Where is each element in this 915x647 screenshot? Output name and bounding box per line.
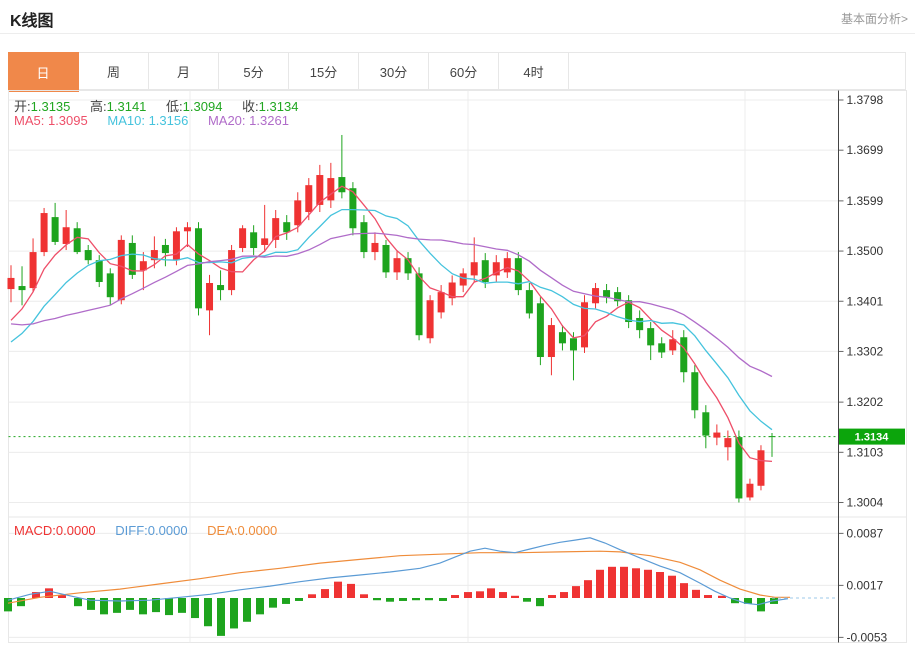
low-value: 1.3094: [182, 99, 223, 114]
close-value: 1.3134: [258, 99, 299, 114]
open-label: 开:: [14, 99, 31, 114]
period-tab-bar: 日 周 月 5分 15分 30分 60分 4时: [8, 52, 906, 92]
fundamental-analysis-link[interactable]: 基本面分析>: [840, 12, 908, 26]
price-axis-label: 1.3202: [847, 395, 884, 409]
macd-label: MACD:: [14, 523, 56, 538]
tab-60min[interactable]: 60分: [429, 53, 499, 89]
price-axis: 1.3798 1.3699 1.3599 1.3500 1.3401 1.3302 1.32…: [838, 93, 884, 510]
ma20-label: MA20:: [207, 113, 246, 128]
ohlc-legend: 开:1.3135 高:1.3141 低:1.3094 收:1.3134: [14, 96, 314, 115]
candles: [7, 134, 776, 503]
price-axis-label: 1.3798: [847, 93, 884, 107]
macd-axis-label: 0.0017: [847, 578, 884, 592]
chart-frame: [8, 90, 907, 643]
dea-value: 0.0000: [237, 523, 278, 538]
tab-day[interactable]: 日: [8, 52, 79, 92]
ma20-value: 1.3261: [249, 113, 289, 128]
macd-legend: MACD:0.0000 DIFF:0.0000 DEA:0.0000: [14, 523, 293, 538]
price-axis-label: 1.3302: [847, 344, 884, 358]
ma5-line: [10, 185, 773, 463]
ma-legend: MA5: 1.3095 MA10: 1.3156 MA20: 1.3261: [14, 113, 305, 128]
high-label: 高:: [90, 99, 107, 114]
page-title: K线图: [10, 13, 54, 30]
price-axis-label: 1.3103: [847, 445, 884, 459]
tab-4hour[interactable]: 4时: [499, 53, 569, 89]
last-price-tag: 1.3134: [839, 428, 905, 445]
macd-axis: 0.0087 0.0017 -0.0053: [8, 526, 888, 644]
price-axis-label: 1.3401: [847, 294, 884, 308]
tab-week[interactable]: 周: [79, 53, 149, 89]
header-divider: [0, 33, 915, 34]
price-gridlines: [8, 99, 839, 503]
open-value: 1.3135: [30, 99, 71, 114]
macd-value: 0.0000: [55, 523, 96, 538]
low-label: 低:: [166, 99, 183, 114]
diff-label: DIFF:: [115, 523, 148, 538]
price-axis-label: 1.3004: [847, 496, 884, 510]
price-axis-label: 1.3699: [847, 143, 884, 157]
ma20-line: [10, 232, 773, 378]
macd-axis-label: 0.0087: [847, 526, 884, 540]
close-label: 收:: [242, 99, 259, 114]
tab-30min[interactable]: 30分: [359, 53, 429, 89]
tab-15min[interactable]: 15分: [289, 53, 359, 89]
diff-line: [7, 537, 789, 606]
tab-5min[interactable]: 5分: [219, 53, 289, 89]
price-axis-label: 1.3500: [847, 244, 884, 258]
ma10-label: MA10:: [107, 113, 145, 128]
price-axis-label: 1.3599: [847, 194, 884, 208]
dea-line: [7, 550, 790, 604]
last-price-tag-text: 1.3134: [855, 432, 890, 444]
macd-histogram: [4, 566, 778, 636]
ma5-label: MA5:: [14, 113, 45, 128]
ma5-value: 1.3095: [47, 113, 88, 128]
tab-month[interactable]: 月: [149, 53, 219, 89]
dea-label: DEA:: [207, 523, 238, 538]
ma10-line: [10, 208, 773, 431]
ma10-value: 1.3156: [148, 113, 189, 128]
vertical-gridlines: [189, 90, 746, 643]
high-value: 1.3141: [106, 99, 147, 114]
macd-axis-label: -0.0053: [847, 630, 888, 644]
diff-value: 0.0000: [147, 523, 188, 538]
